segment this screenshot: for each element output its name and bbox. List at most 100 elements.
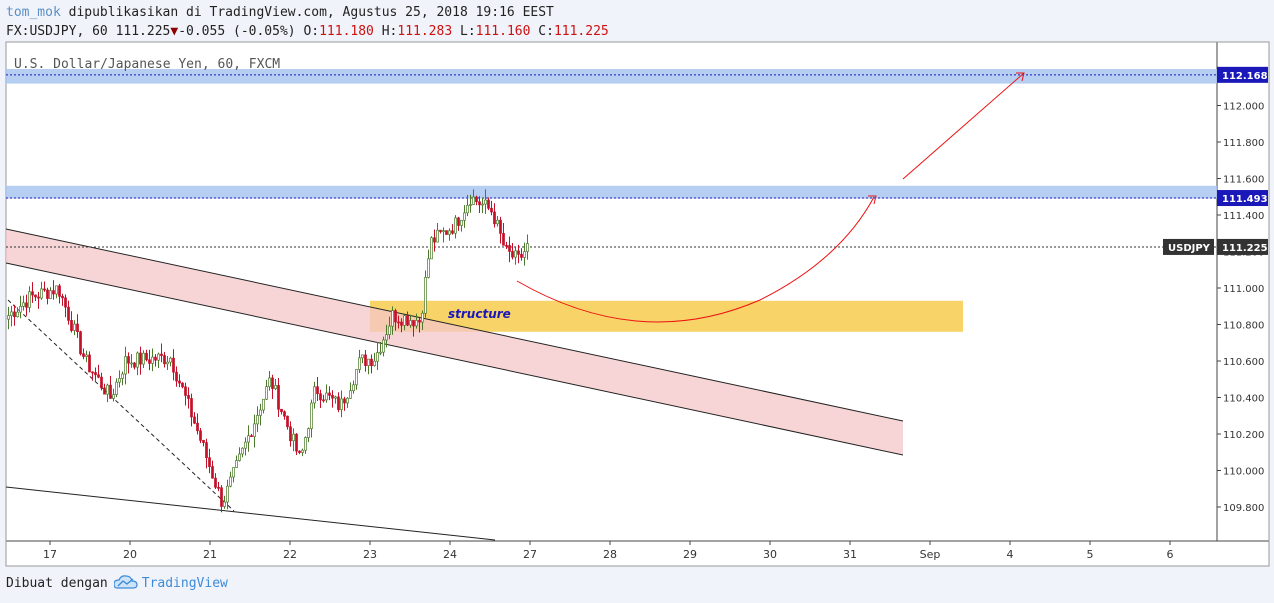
candle-body bbox=[499, 219, 502, 234]
close-label: C: bbox=[538, 24, 554, 39]
low-value: 111.160 bbox=[475, 24, 531, 39]
arrowhead-icon bbox=[868, 195, 877, 205]
candle-body bbox=[55, 285, 58, 295]
y-tick-label: 109.800 bbox=[1223, 503, 1264, 514]
candle-body bbox=[184, 386, 187, 396]
candle-body bbox=[313, 386, 316, 404]
candle-body bbox=[280, 408, 283, 413]
candle-body bbox=[37, 296, 40, 299]
candle-body bbox=[49, 290, 52, 299]
candle-body bbox=[151, 356, 154, 364]
candle-body bbox=[133, 362, 136, 368]
candle-body bbox=[406, 315, 409, 326]
candle-body bbox=[154, 356, 157, 361]
candle-body bbox=[520, 253, 523, 258]
candle-body bbox=[283, 411, 286, 417]
candle-body bbox=[310, 402, 313, 429]
candle-body bbox=[382, 339, 385, 353]
y-tick-label: 110.200 bbox=[1223, 430, 1264, 441]
candle-body bbox=[514, 250, 517, 258]
candle-body bbox=[169, 357, 172, 363]
symbol-line: FX:USDJPY, 60 111.225 bbox=[6, 24, 171, 39]
candle-body bbox=[334, 396, 337, 399]
x-tick-label: 5 bbox=[1087, 548, 1094, 561]
projection-curve bbox=[516, 196, 875, 323]
candle-body bbox=[178, 380, 181, 384]
candle-body bbox=[7, 315, 10, 320]
candle-body bbox=[487, 199, 490, 209]
candle-body bbox=[64, 297, 67, 308]
candle-body bbox=[451, 230, 454, 234]
candle-body bbox=[205, 442, 208, 459]
candle-body bbox=[91, 371, 94, 374]
candle-body bbox=[247, 435, 250, 443]
candle-body bbox=[208, 457, 211, 467]
time-axis[interactable] bbox=[6, 541, 1269, 566]
y-tick-label: 110.000 bbox=[1223, 467, 1264, 478]
candle-body bbox=[118, 378, 121, 383]
candle-body bbox=[106, 384, 109, 395]
candle-body bbox=[175, 371, 178, 382]
x-tick-label: 6 bbox=[1167, 548, 1174, 561]
candle-body bbox=[97, 374, 100, 378]
candle-body bbox=[400, 321, 403, 326]
candle-body bbox=[262, 398, 265, 411]
candle-body bbox=[385, 334, 388, 341]
tradingview-link[interactable]: TradingView bbox=[141, 576, 228, 591]
candle-body bbox=[484, 199, 487, 205]
candle-body bbox=[241, 447, 244, 455]
candle-body bbox=[469, 204, 472, 206]
candle-body bbox=[220, 487, 223, 507]
y-tick-label: 110.800 bbox=[1223, 321, 1264, 332]
x-tick-label: 17 bbox=[43, 548, 57, 561]
level-label: 112.168 bbox=[1222, 71, 1268, 82]
candle-body bbox=[496, 219, 499, 225]
candle-body bbox=[415, 320, 418, 327]
candle-body bbox=[358, 357, 361, 370]
candle-body bbox=[211, 466, 214, 479]
candle-body bbox=[427, 258, 430, 278]
structure-zone bbox=[370, 300, 963, 332]
candle-body bbox=[124, 356, 127, 375]
candle-body bbox=[523, 251, 526, 258]
candle-body bbox=[25, 302, 28, 308]
candle-body bbox=[307, 428, 310, 438]
candle-body bbox=[289, 426, 292, 442]
candle-body bbox=[301, 449, 304, 453]
candle-body bbox=[127, 356, 130, 364]
lower-trendline bbox=[5, 486, 496, 541]
candle-body bbox=[52, 290, 55, 295]
candle-body bbox=[85, 354, 88, 357]
projection-arrow-line bbox=[902, 72, 1025, 180]
candle-body bbox=[232, 467, 235, 478]
candle-body bbox=[43, 288, 46, 291]
y-tick-label: 110.400 bbox=[1223, 394, 1264, 405]
candle-body bbox=[238, 453, 241, 461]
candle-body bbox=[352, 384, 355, 392]
candle-body bbox=[478, 201, 481, 206]
published-text: dipublikasikan di TradingView.com, Agust… bbox=[60, 5, 554, 20]
footer: Dibuat dengan TradingView bbox=[6, 574, 228, 591]
candle-body bbox=[295, 433, 298, 452]
candle-body bbox=[409, 320, 412, 326]
price-axis[interactable] bbox=[1217, 42, 1269, 541]
candle-body bbox=[73, 323, 76, 331]
channel-upper-line bbox=[5, 228, 904, 422]
x-tick-label: 21 bbox=[203, 548, 217, 561]
candle-body bbox=[328, 392, 331, 396]
candle-body bbox=[121, 373, 124, 379]
candle-body bbox=[343, 398, 346, 404]
candle-body bbox=[109, 384, 112, 399]
candle-body bbox=[430, 237, 433, 260]
candle-body bbox=[517, 250, 520, 255]
level-badge bbox=[1217, 190, 1268, 207]
candle-body bbox=[277, 385, 280, 410]
candle-body bbox=[181, 382, 184, 388]
candle-body bbox=[229, 476, 232, 487]
candle-body bbox=[292, 433, 295, 442]
author-link[interactable]: tom_mok bbox=[6, 5, 61, 20]
candle-body bbox=[505, 244, 508, 247]
x-tick-label: 28 bbox=[603, 548, 617, 561]
candle-body bbox=[376, 352, 379, 362]
